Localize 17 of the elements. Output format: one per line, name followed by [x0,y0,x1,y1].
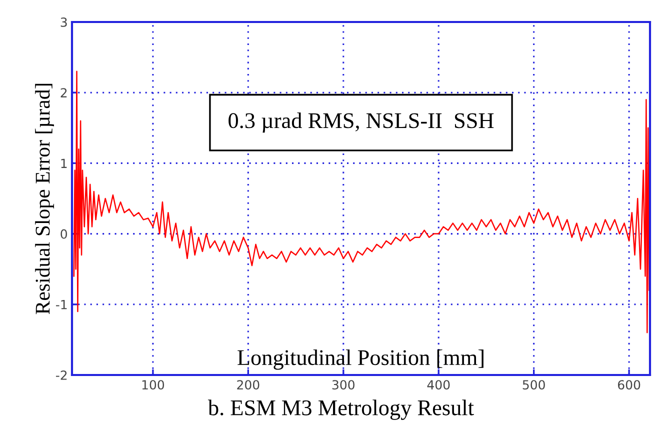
text: b. ESM M3 Metrology Result [208,400,474,420]
y-tick-label: 1 [61,158,67,168]
y-tick-label: -2 [56,370,67,380]
y-tick-label: 2 [60,88,67,98]
y-tick-label: 3 [60,17,67,27]
y-tick-label: 0 [60,229,68,239]
line-series [73,70,650,334]
y-tick-label: -1 [56,300,67,310]
x-tick-label: 300 [332,380,354,390]
y-axis-title: Residual Slope Error [µrad] [35,84,54,314]
x-tick-label: 400 [427,380,450,390]
x-tick-label: 500 [522,380,545,390]
x-tick-label: 200 [237,380,260,390]
x-tick-label: 600 [618,380,640,390]
x-axis-title: Longitudinal Position [mm] [238,349,484,370]
x-tick-label: 100 [142,380,164,390]
annotation: 0.3 µrad RMS, NSLS-II SSH [228,112,494,133]
